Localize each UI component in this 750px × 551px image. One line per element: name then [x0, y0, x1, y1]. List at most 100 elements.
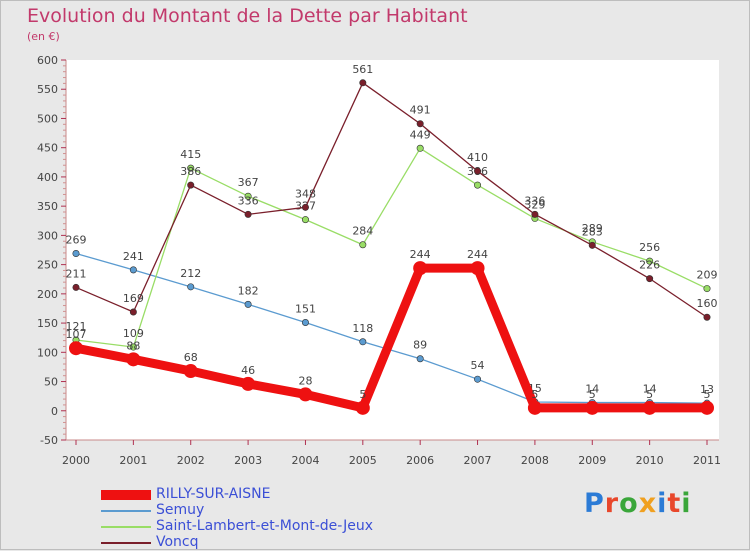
x-tick-label: 2005	[349, 454, 377, 467]
logo-letter: i	[681, 488, 692, 519]
data-point	[244, 192, 252, 200]
data-label: 211	[66, 267, 87, 280]
data-point	[301, 203, 309, 211]
data-label: 367	[238, 176, 259, 189]
y-tick-label: 0	[51, 405, 58, 418]
data-point	[129, 266, 137, 274]
data-label: 410	[467, 151, 488, 164]
data-point	[703, 313, 711, 321]
y-tick-label: 300	[37, 229, 58, 242]
data-point	[72, 250, 80, 258]
legend-swatch	[101, 490, 151, 500]
data-label: 386	[180, 165, 201, 178]
logo-letter: i	[657, 488, 668, 519]
legend-swatch	[101, 510, 151, 512]
data-label: 289	[582, 222, 603, 235]
y-tick-label: 400	[37, 171, 58, 184]
data-label: 336	[238, 194, 259, 207]
data-label: 68	[184, 351, 198, 364]
data-label: 151	[295, 302, 316, 315]
logo-letter: r	[604, 488, 620, 519]
data-point	[474, 167, 482, 175]
data-point	[700, 400, 714, 415]
data-label: 14	[585, 383, 599, 396]
x-tick-label: 2008	[521, 454, 549, 467]
data-point	[241, 376, 256, 391]
data-point	[416, 144, 424, 152]
data-point	[359, 338, 367, 346]
data-point	[416, 120, 424, 128]
data-label: 244	[467, 248, 488, 261]
data-label: 109	[123, 327, 144, 340]
data-label: 118	[352, 322, 373, 335]
data-point	[646, 275, 654, 283]
legend-label: Voncq	[156, 534, 199, 550]
data-point	[69, 341, 83, 356]
y-tick-label: 200	[37, 288, 58, 301]
x-tick-label: 2006	[406, 454, 434, 467]
data-label: 329	[524, 198, 545, 211]
data-label: 160	[697, 297, 718, 310]
data-point	[355, 400, 370, 415]
data-label: 226	[639, 259, 660, 272]
data-label: 5	[704, 388, 711, 401]
data-label: 269	[66, 234, 87, 247]
series-line-semuy	[75, 252, 708, 404]
data-point	[187, 164, 195, 172]
data-label: 209	[697, 269, 718, 282]
data-label: 107	[66, 328, 87, 341]
x-tick-label: 2009	[578, 454, 606, 467]
data-point	[183, 364, 198, 379]
data-point	[244, 210, 252, 218]
x-tick-label: 2011	[693, 454, 721, 467]
data-label: 449	[410, 128, 431, 141]
data-point	[126, 352, 141, 367]
data-point	[359, 241, 367, 249]
x-tick-label: 2004	[291, 454, 319, 467]
x-tick-label: 2001	[119, 454, 147, 467]
logo-letter: o	[619, 488, 639, 519]
data-point	[301, 318, 309, 326]
data-label: 283	[582, 225, 603, 238]
data-label: 5	[589, 388, 596, 401]
logo-letter: t	[667, 488, 682, 519]
data-label: 5	[531, 388, 538, 401]
data-label: 121	[66, 320, 87, 333]
data-point	[588, 241, 596, 249]
plot-area	[66, 60, 719, 440]
data-label: 212	[180, 267, 201, 280]
data-label: 244	[410, 248, 431, 261]
data-label: 241	[123, 250, 144, 263]
data-point	[474, 181, 482, 189]
data-label: 415	[180, 148, 201, 161]
data-label: 336	[524, 194, 545, 207]
data-label: 5	[359, 388, 366, 401]
y-tick-label: 100	[37, 346, 58, 359]
data-point	[301, 216, 309, 224]
data-point	[585, 400, 600, 415]
data-label: 284	[352, 225, 373, 238]
x-tick-label: 2000	[62, 454, 90, 467]
data-label: 348	[295, 187, 316, 200]
data-point	[129, 308, 137, 316]
legend-label: Saint-Lambert-et-Mont-de-Jeux	[156, 518, 374, 534]
data-label: 89	[413, 339, 427, 352]
data-label: 491	[410, 104, 431, 117]
data-point	[72, 283, 80, 291]
data-point	[244, 300, 252, 308]
y-tick-label: 350	[37, 200, 58, 213]
data-label: 561	[352, 63, 373, 76]
data-point	[187, 283, 195, 291]
data-point	[416, 355, 424, 363]
y-tick-label: 450	[37, 142, 58, 155]
x-tick-label: 2010	[636, 454, 664, 467]
proxiti-logo: Proxiti	[584, 488, 692, 519]
data-point	[642, 400, 657, 415]
data-label: 169	[123, 292, 144, 305]
y-tick-label: -50	[40, 434, 58, 447]
x-tick-label: 2002	[177, 454, 205, 467]
data-label: 88	[126, 339, 140, 352]
data-label: 256	[639, 241, 660, 254]
y-tick-label: 550	[37, 83, 58, 96]
